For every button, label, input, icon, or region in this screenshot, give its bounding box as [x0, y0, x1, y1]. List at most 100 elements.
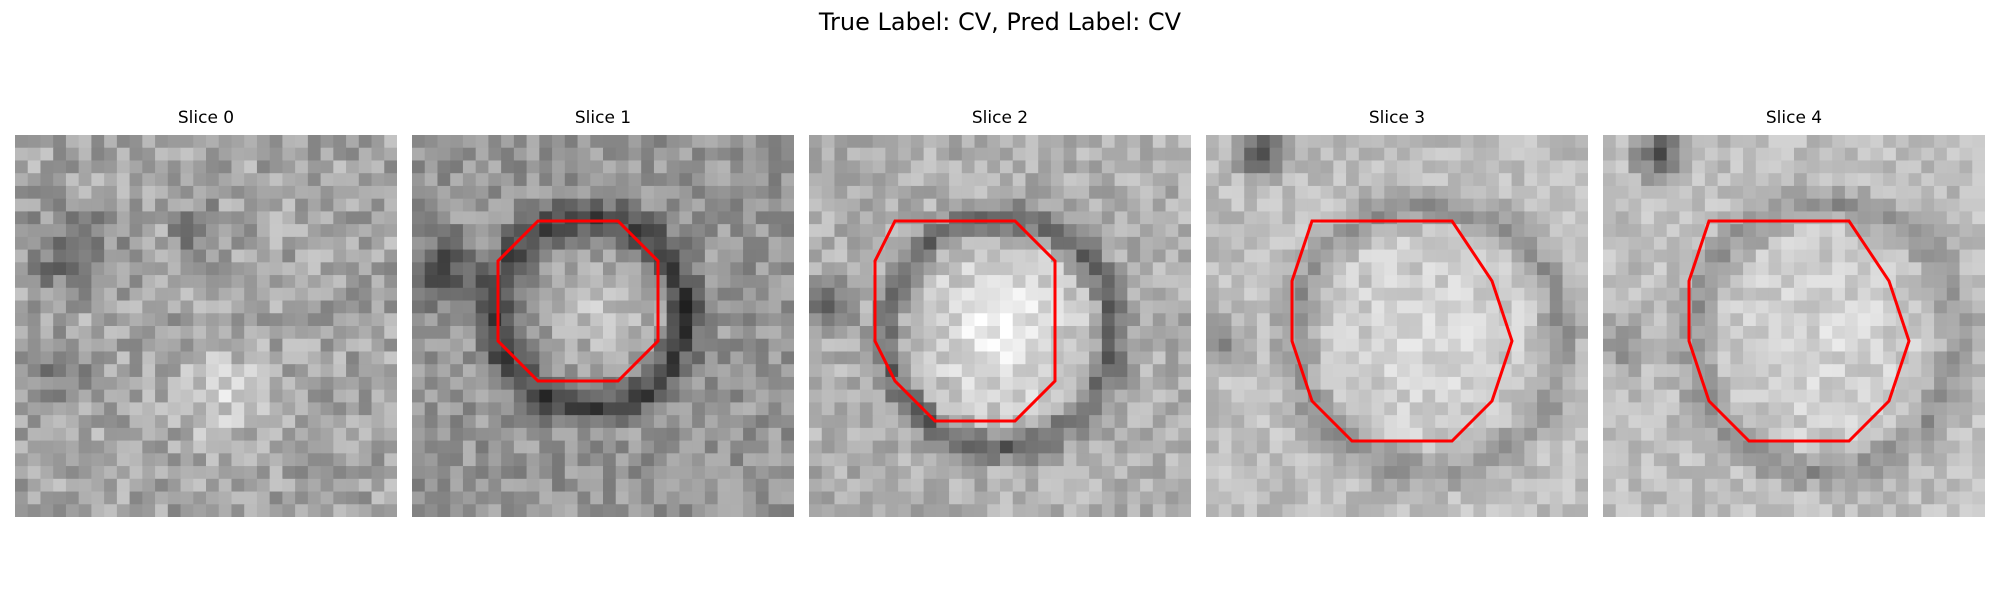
pixel: [167, 440, 182, 454]
pixel: [898, 249, 912, 263]
pixel: [603, 275, 617, 289]
pixel: [1781, 173, 1795, 187]
pixel: [1231, 478, 1245, 493]
pixel: [1089, 275, 1103, 289]
pixel: [1076, 453, 1090, 467]
pixel: [704, 504, 719, 517]
pixel: [1743, 135, 1757, 149]
pixel: [1269, 249, 1283, 263]
pixel: [1679, 427, 1693, 442]
pixel: [834, 224, 848, 238]
pixel: [910, 198, 925, 212]
pixel: [513, 491, 528, 505]
pixel: [1870, 478, 1884, 493]
pixel: [1666, 415, 1680, 429]
pixel: [1704, 376, 1719, 391]
pixel: [821, 275, 836, 289]
pixel: [1717, 300, 1731, 314]
pixel: [1946, 313, 1961, 327]
pixel: [462, 338, 477, 353]
pixel: [1832, 351, 1846, 365]
pixel: [1908, 402, 1922, 416]
pixel: [1025, 135, 1039, 149]
pixel: [577, 338, 591, 353]
pixel: [1486, 236, 1500, 251]
pixel: [1537, 364, 1551, 378]
pixel: [384, 236, 397, 251]
pixel: [1549, 300, 1564, 314]
pixel: [1895, 466, 1910, 480]
pixel: [91, 198, 105, 212]
pixel: [333, 287, 347, 302]
pixel: [1165, 351, 1179, 365]
pixel: [155, 236, 169, 251]
pixel: [1832, 402, 1846, 416]
pixel: [53, 160, 67, 174]
pixel: [1870, 287, 1884, 302]
pixel: [717, 415, 731, 429]
pixel: [577, 402, 591, 416]
pixel: [1320, 491, 1334, 505]
pixel: [1371, 453, 1385, 467]
pixel: [1231, 300, 1245, 314]
pixel: [628, 453, 642, 467]
pixel: [1562, 160, 1576, 174]
pixel: [15, 453, 29, 467]
pixel: [412, 440, 426, 454]
pixel: [1511, 262, 1525, 276]
pixel: [1832, 185, 1846, 200]
pixel: [193, 351, 207, 365]
pixel: [1730, 389, 1744, 403]
pixel: [809, 415, 823, 429]
pixel: [206, 249, 220, 263]
pixel: [1537, 249, 1551, 263]
pixel: [885, 478, 899, 493]
pixel: [1231, 249, 1245, 263]
pixel: [1333, 351, 1347, 365]
pixel: [679, 376, 693, 391]
pixel: [1895, 491, 1910, 505]
pixel: [1498, 427, 1513, 442]
pixel: [1409, 453, 1424, 467]
pixel: [462, 262, 477, 276]
pixel: [142, 249, 156, 263]
pixel: [1832, 300, 1846, 314]
pixel: [1679, 198, 1693, 212]
pixel: [155, 160, 169, 174]
pixel: [1959, 364, 1973, 378]
pixel: [412, 135, 426, 149]
pixel: [872, 185, 886, 200]
pixel: [1692, 287, 1706, 302]
pixel: [743, 275, 757, 289]
pixel: [961, 478, 976, 493]
pixel: [1679, 236, 1693, 251]
pixel: [1397, 300, 1411, 314]
pixel: [1178, 147, 1191, 162]
pixel: [564, 236, 579, 251]
pixel: [974, 313, 988, 327]
pixel: [1819, 313, 1833, 327]
pixel: [1295, 160, 1309, 174]
pixel: [231, 504, 245, 517]
pixel: [1012, 376, 1027, 391]
pixel: [1549, 287, 1564, 302]
pixel: [936, 466, 950, 480]
pixel: [1870, 275, 1884, 289]
pixel: [679, 249, 693, 263]
pixel: [1959, 351, 1973, 365]
pixel: [1717, 313, 1731, 327]
pixel: [1603, 453, 1617, 467]
pixel: [1537, 185, 1551, 200]
pixel: [1844, 160, 1859, 174]
pixel: [1435, 376, 1449, 391]
pixel: [282, 173, 296, 187]
pixel: [1562, 326, 1576, 340]
pixel: [1959, 453, 1973, 467]
pixel: [450, 389, 464, 403]
pixel: [1076, 211, 1090, 225]
pixel: [1743, 300, 1757, 314]
pixel: [462, 287, 477, 302]
pixel: [1397, 376, 1411, 391]
pixel: [65, 326, 80, 340]
pixel: [1244, 504, 1258, 517]
